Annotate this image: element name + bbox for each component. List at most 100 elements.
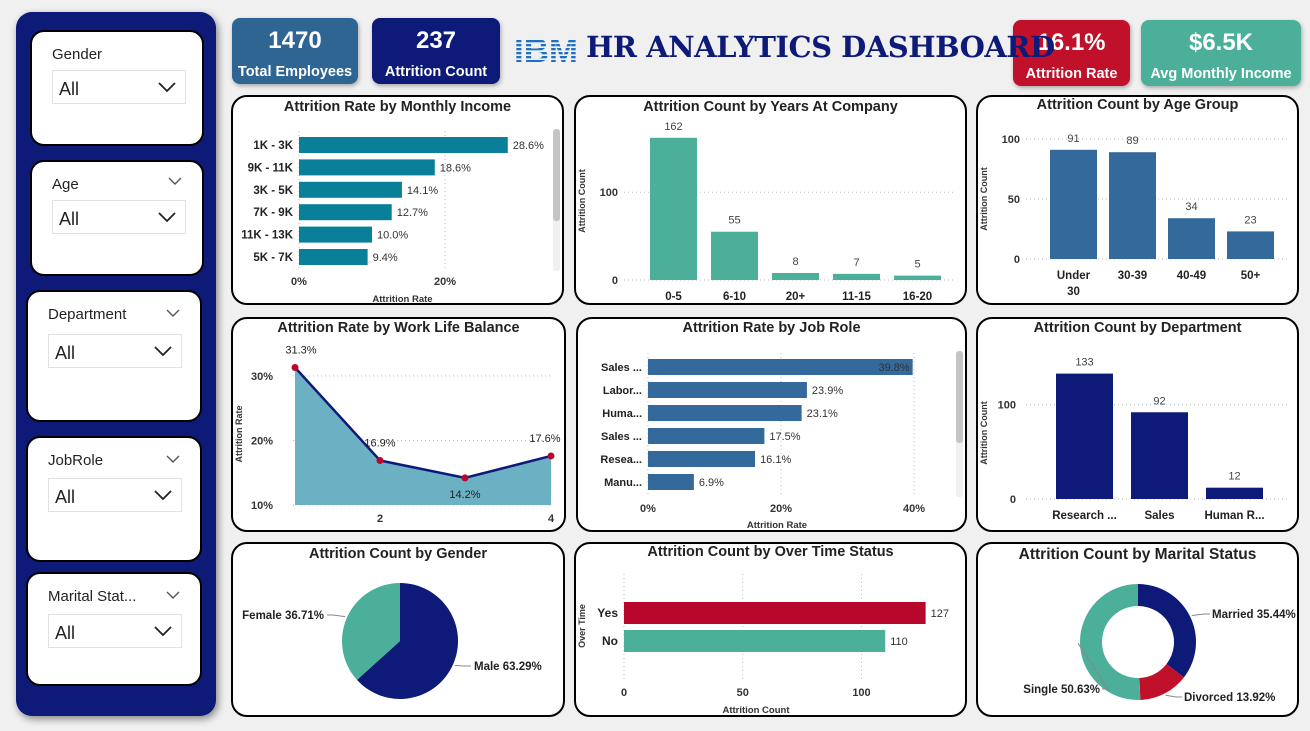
axis-title: Attrition Rate — [234, 406, 244, 463]
dropdown-value: All — [59, 79, 80, 99]
pie-slice — [357, 583, 458, 699]
bar — [648, 474, 694, 490]
tick-label: 100 — [852, 687, 870, 699]
data-label: 39.8% — [878, 362, 909, 374]
chevron-down-icon[interactable] — [166, 590, 180, 600]
chart-card-jobrole: Attrition Rate by Job Role Sales ... 39.8… — [576, 317, 967, 532]
income-chart: 1K - 3K 28.6% 9K - 11K 18.6% 3K - 5K 14.1% 7K … — [241, 129, 560, 303]
slicer-title: Department — [48, 306, 127, 323]
tick-label: 20% — [770, 503, 792, 515]
chevron-down-icon[interactable] — [166, 308, 180, 318]
chart-card-gender: Attrition Count by Gender Male 63.29% Fem… — [231, 542, 565, 717]
category-label: 6-10 — [723, 291, 746, 303]
bar — [711, 231, 758, 280]
bar — [648, 359, 913, 375]
slicer-jobrole: JobRole All — [26, 436, 202, 562]
tick-label: 40% — [903, 503, 925, 515]
jobrole-dropdown[interactable]: All — [48, 478, 182, 512]
pie-slice — [1138, 584, 1196, 678]
chevron-down-icon[interactable] — [166, 454, 180, 464]
category-label: 7K - 9K — [253, 207, 293, 219]
data-label: 16.1% — [760, 454, 791, 466]
scrollbar-thumb — [956, 351, 963, 443]
data-label: 23 — [1244, 214, 1256, 226]
data-label: 31.3% — [285, 345, 316, 357]
tick-label: 0 — [1014, 254, 1020, 266]
dropdown-value: All — [55, 623, 76, 643]
data-label: 12 — [1228, 471, 1240, 483]
category-label: 16-20 — [903, 291, 932, 303]
bar — [299, 137, 508, 153]
data-label: 23.9% — [812, 385, 843, 397]
bar — [299, 249, 368, 265]
category-label: Sales ... — [601, 431, 642, 443]
chevron-down-icon — [154, 490, 172, 501]
data-label: 34 — [1185, 201, 1197, 213]
slicer-title: Age — [52, 176, 79, 193]
bar — [772, 272, 819, 280]
kpi-value: $6.5K — [1188, 29, 1254, 56]
data-label: 6.9% — [699, 477, 724, 489]
tick-label: 20% — [434, 276, 456, 288]
chart-card-age: Attrition Count by Age Group 0 50 100 91 Und… — [976, 95, 1299, 305]
leader-line — [1077, 642, 1109, 690]
category-label: 11-15 — [842, 291, 871, 303]
leader-line — [1191, 613, 1210, 617]
marital-chart: Married 35.44% Divorced 13.92% Single 50.6… — [1023, 584, 1296, 704]
bar — [894, 275, 941, 280]
bar — [1109, 152, 1156, 259]
data-label: 14.2% — [449, 489, 480, 501]
data-label: 55 — [728, 215, 740, 227]
chart-title: Attrition Rate by Job Role — [682, 320, 861, 336]
kpi-label: Attrition Count — [384, 64, 488, 80]
department-dropdown[interactable]: All — [48, 334, 182, 368]
dashboard-title: IBM HR ANALYTICS DASHBOARD — [514, 30, 1055, 70]
data-label: 5 — [914, 259, 920, 271]
tick-label: 0% — [640, 503, 656, 515]
tick-label: 4 — [548, 513, 555, 525]
category-label: 5K - 7K — [253, 252, 293, 264]
chart-title: Attrition Count by Over Time Status — [647, 544, 894, 560]
data-label: 8 — [792, 256, 798, 268]
bar — [648, 382, 807, 398]
chevron-down-icon[interactable] — [168, 176, 182, 186]
chart-title: Attrition Count by Years At Company — [643, 99, 898, 115]
gender-dropdown[interactable]: All — [52, 70, 186, 104]
tick-label: 0 — [1010, 494, 1016, 506]
category-label: Yes — [597, 606, 618, 620]
kpi-value: 1470 — [268, 27, 322, 54]
data-label: 110 — [890, 636, 908, 648]
axis-title: Attrition Count — [979, 401, 989, 464]
chart-title: Attrition Rate by Monthly Income — [283, 99, 512, 115]
category-label: 20+ — [786, 291, 806, 303]
tick-label: 20% — [251, 435, 273, 447]
age-dropdown[interactable]: All — [52, 200, 186, 234]
chart-card-wlb: Attrition Rate by Work Life Balance 10% 2… — [231, 317, 566, 532]
data-label: 16.9% — [364, 437, 395, 449]
category-label: 30 — [1067, 286, 1080, 298]
bar — [648, 405, 802, 421]
kpi-label: Avg Monthly Income — [1150, 66, 1292, 82]
pie-slice — [1079, 584, 1141, 700]
chart-card-marital: Attrition Count by Marital Status Marrie… — [976, 542, 1299, 717]
bar — [1056, 373, 1113, 499]
bar — [648, 451, 756, 467]
bar — [1206, 487, 1263, 499]
data-label: 9.4% — [373, 252, 398, 264]
tick-label: 50 — [1008, 194, 1020, 206]
data-point — [291, 364, 299, 372]
pie-slice — [1139, 663, 1184, 700]
marital-status-dropdown[interactable]: All — [48, 614, 182, 648]
chart-title: Attrition Count by Marital Status — [1018, 546, 1257, 563]
tick-label: 100 — [998, 400, 1016, 412]
chevron-down-icon — [158, 82, 176, 93]
category-label: No — [602, 634, 618, 648]
bar — [299, 181, 402, 198]
data-label: 89 — [1126, 135, 1138, 147]
slicer-age: Age All — [30, 160, 204, 276]
category-label: Manu... — [604, 477, 642, 489]
data-label: 91 — [1067, 133, 1079, 145]
overtime-chart: Yes 127 No 110 0 50 100 Attrition Count Over Tim… — [577, 574, 949, 715]
chevron-down-icon — [158, 212, 176, 223]
leader-line — [454, 664, 471, 667]
